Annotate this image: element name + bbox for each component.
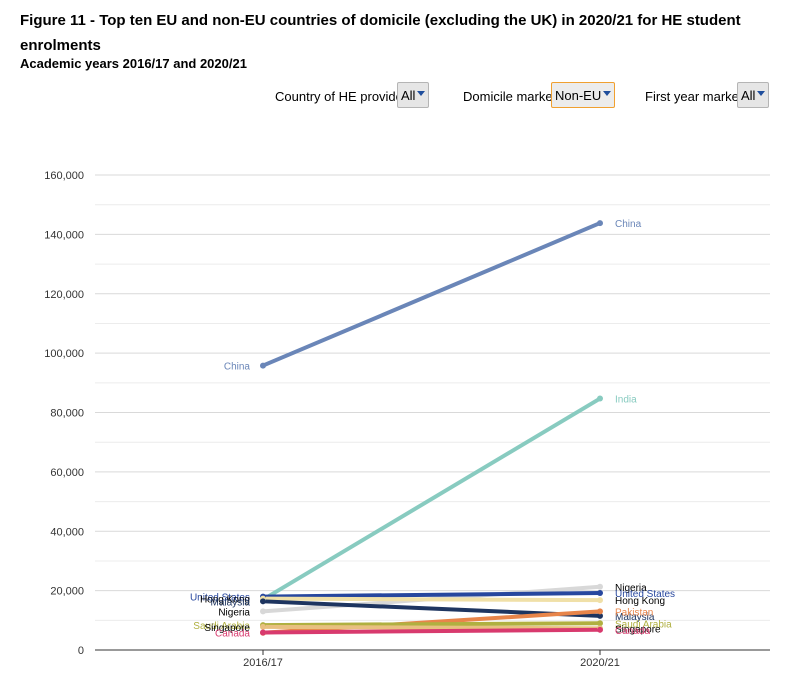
domicile-select-value: Non-EU (555, 87, 602, 103)
series-line-singapore[interactable] (261, 624, 602, 631)
country-select-value: All (401, 87, 416, 103)
label-left-nigeria: Nigeria (218, 607, 250, 618)
point-canada-2020-21[interactable] (597, 626, 603, 633)
x-axis: 2016/17 2020/21 (243, 650, 620, 669)
y-tick-label: 60,000 (50, 467, 84, 479)
y-tick-label: 0 (78, 645, 84, 657)
label-right-china: China (615, 219, 642, 230)
label-right-pakistan: Pakistan (615, 607, 653, 618)
label-right-saudi-arabia: Saudi Arabia (615, 619, 672, 630)
point-china-2020-21[interactable] (597, 220, 603, 227)
label-right-singapore: Singapore (615, 624, 661, 635)
point-saudi-arabia-2020-21[interactable] (597, 620, 603, 627)
filter-label-country: Country of HE provider (275, 89, 408, 104)
series-line-canada[interactable] (261, 627, 602, 635)
point-india-2020-21[interactable] (597, 395, 603, 402)
series-lines (261, 221, 602, 635)
point-nigeria-2020-21[interactable] (597, 583, 603, 590)
label-left-singapore: Singapore (204, 623, 250, 634)
country-select[interactable]: All (397, 82, 430, 108)
chart-subtitle: Academic years 2016/17 and 2020/21 (20, 56, 247, 71)
first-year-select[interactable]: All (737, 82, 770, 108)
filter-label-first-year: First year marker (645, 89, 744, 104)
y-tick-label: 160,000 (44, 170, 84, 182)
series-line-india[interactable] (261, 396, 602, 602)
y-tick-label: 120,000 (44, 289, 84, 301)
filter-bar: Country of HE provider All Domicile mark… (0, 82, 801, 112)
filter-label-domicile: Domicile marker (463, 89, 557, 104)
label-left-saudi-arabia: Saudi Arabia (193, 621, 250, 632)
x-tick-label: 2016/17 (243, 657, 283, 669)
series-points (260, 220, 603, 636)
point-malaysia-2020-21[interactable] (597, 612, 603, 619)
y-tick-label: 140,000 (44, 229, 84, 241)
label-right-india: India (615, 395, 637, 406)
chevron-down-icon (757, 90, 766, 96)
chevron-down-icon (417, 90, 426, 96)
first-year-select-value: All (741, 87, 756, 103)
y-tick-label: 40,000 (50, 526, 84, 538)
point-nigeria-2016-17[interactable] (260, 608, 266, 615)
series-line-pakistan[interactable] (261, 609, 602, 635)
point-united-states-2020-21[interactable] (597, 590, 603, 596)
point-singapore-2016-17[interactable] (260, 623, 266, 630)
y-tick-label: 20,000 (50, 586, 84, 598)
point-hong-kong-2020-21[interactable] (597, 597, 603, 604)
point-pakistan-2020-21[interactable] (597, 608, 603, 615)
label-left-canada: Canada (215, 628, 250, 639)
series-line-hong-kong[interactable] (261, 596, 602, 603)
series-line-china[interactable] (261, 221, 602, 368)
label-right-nigeria: Nigeria (615, 583, 647, 594)
y-tick-label: 80,000 (50, 408, 84, 420)
y-axis: 0 20,000 40,000 60,000 80,000 100,000 120,000 1… (44, 170, 84, 657)
point-malaysia-2016-17[interactable] (260, 598, 266, 605)
label-left-hong-kong: Hong Kong (200, 595, 250, 606)
label-right-united-states: United States (615, 589, 675, 600)
label-left-malaysia: Malaysia (211, 597, 251, 608)
point-china-2016-17[interactable] (260, 362, 266, 369)
chevron-down-icon (603, 90, 612, 96)
label-right-malaysia: Malaysia (615, 612, 655, 623)
x-tick-label: 2020/21 (580, 657, 620, 669)
grid-lines (95, 174, 770, 651)
series-line-united-states[interactable] (261, 591, 602, 599)
chart-title: Figure 11 - Top ten EU and non-EU countr… (20, 12, 741, 54)
y-tick-label: 100,000 (44, 348, 84, 360)
label-left-china: China (224, 362, 251, 373)
series-line-saudi-arabia[interactable] (261, 621, 602, 628)
label-right-hong-kong: Hong Kong (615, 596, 665, 607)
domicile-select[interactable]: Non-EU (551, 82, 616, 108)
point-canada-2016-17[interactable] (260, 629, 266, 636)
label-left-united-states: United States (190, 593, 250, 604)
label-right-canada: Canada (615, 626, 650, 637)
